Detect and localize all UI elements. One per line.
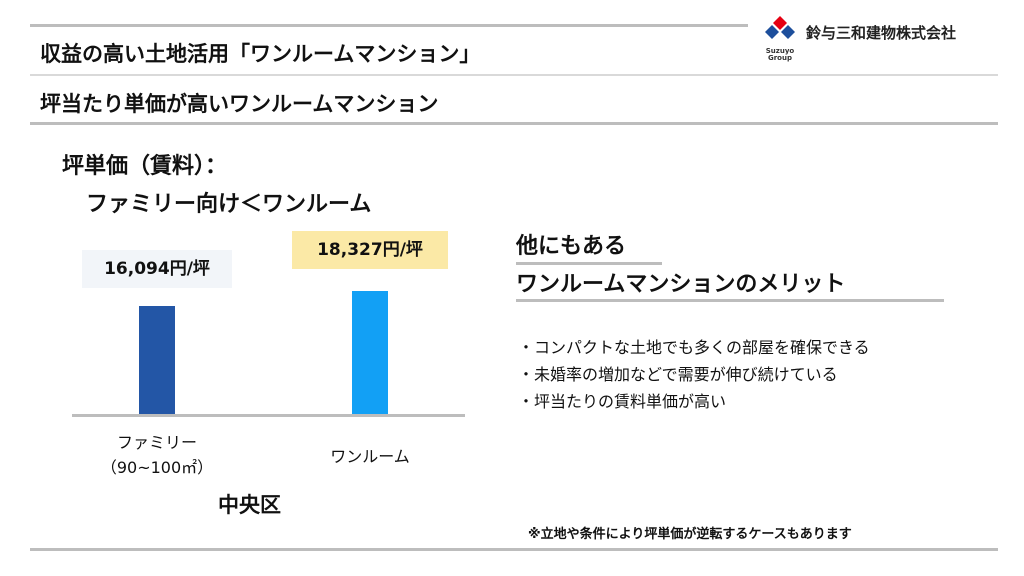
chart-heading-line2: ファミリー向け＜ワンルーム xyxy=(86,192,372,217)
header-bottom-rule xyxy=(30,122,998,125)
region-label: 中央区 xyxy=(218,493,281,517)
title-divider xyxy=(30,74,998,76)
page-subtitle: 坪当たり単価が高いワンルームマンション xyxy=(40,92,439,116)
oneroom-value-label: 18,327円/坪 xyxy=(292,231,448,269)
logo-mark-icon xyxy=(765,16,795,39)
bottom-rule xyxy=(30,548,998,551)
logo-red-diamond xyxy=(773,16,787,30)
category-label-oneroom: ワンルーム xyxy=(295,444,445,469)
merits-heading-line2: ワンルームマンションのメリット xyxy=(516,272,846,297)
footnote: ※立地や条件により坪単価が逆転するケースもあります xyxy=(528,527,852,542)
category-oneroom-name: ワンルーム xyxy=(330,447,410,466)
logo-brand-text: Suzuyo Group xyxy=(762,48,798,62)
page-title: 収益の高い土地活用「ワンルームマンション」 xyxy=(40,42,481,66)
family-value-label: 16,094円/坪 xyxy=(82,250,232,288)
company-logo: Suzuyo Group 鈴与三和建物株式会社 xyxy=(762,16,1012,66)
category-family-size: （90~100㎡） xyxy=(100,458,214,477)
top-rule xyxy=(30,24,748,27)
merits-list: ・コンパクトな土地でも多くの部屋を確保できる ・未婚率の増加などで需要が伸び続け… xyxy=(518,334,870,415)
logo-blue-left xyxy=(765,25,779,39)
chart-baseline xyxy=(72,414,465,417)
merits-underline-2 xyxy=(516,299,944,302)
logo-brand-line2: Group xyxy=(767,54,792,62)
category-family-name: ファミリー xyxy=(116,433,197,452)
chart-heading-line1: 坪単価（賃料）： xyxy=(62,154,228,179)
logo-blue-right xyxy=(781,25,795,39)
list-item: ・未婚率の増加などで需要が伸び続けている xyxy=(518,365,838,384)
merits-underline-1 xyxy=(516,262,662,265)
bar-family xyxy=(139,306,175,414)
list-item: ・コンパクトな土地でも多くの部屋を確保できる xyxy=(518,338,870,357)
logo-brand-line1: Suzuyo xyxy=(765,47,795,55)
company-name: 鈴与三和建物株式会社 xyxy=(806,24,957,42)
bar-oneroom xyxy=(352,291,388,414)
merits-heading-line1: 他にもある xyxy=(516,234,627,259)
category-label-family: ファミリー （90~100㎡） xyxy=(82,430,232,480)
list-item: ・坪当たりの賃料単価が高い xyxy=(518,392,727,411)
